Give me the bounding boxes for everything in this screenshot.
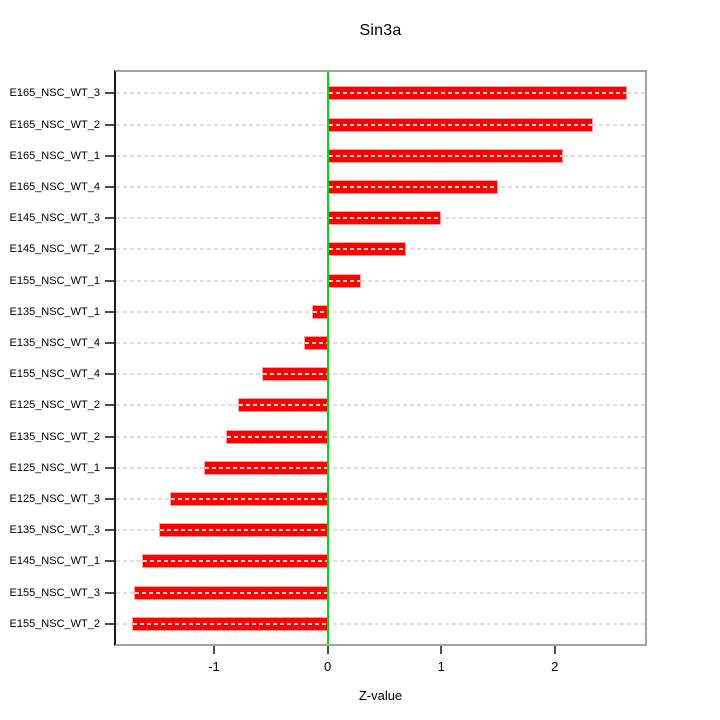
bar: [226, 429, 328, 444]
bar: [327, 148, 563, 163]
bar: [311, 304, 328, 319]
y-tick-label: E165_NSC_WT_2: [9, 118, 101, 131]
gridline: [116, 591, 645, 594]
y-tick: [105, 466, 114, 469]
y-tick: [105, 622, 114, 625]
x-tick: [213, 646, 215, 654]
y-tick: [105, 529, 114, 532]
gridline: [116, 373, 645, 376]
x-tick: [440, 646, 443, 654]
bar: [327, 86, 628, 101]
y-tick: [105, 279, 114, 282]
y-tick: [105, 92, 114, 95]
bar: [327, 211, 442, 226]
y-tick: [105, 217, 114, 220]
gridline: [116, 622, 645, 625]
bar: [169, 491, 328, 506]
y-tick: [105, 560, 114, 563]
y-tick: [105, 123, 114, 126]
gridline: [116, 404, 645, 407]
bar: [203, 460, 328, 475]
y-tick: [105, 591, 114, 594]
x-tick-label: -1: [208, 659, 220, 674]
y-tick-label: E145_NSC_WT_2: [9, 243, 101, 256]
gridline: [116, 529, 645, 532]
gridline: [116, 279, 645, 282]
y-tick-label: E135_NSC_WT_1: [9, 305, 101, 318]
y-tick: [105, 185, 114, 188]
bar: [327, 117, 594, 132]
y-tick: [105, 341, 114, 344]
bar: [159, 523, 328, 538]
y-tick-label: E165_NSC_WT_3: [9, 87, 101, 100]
y-tick-label: E145_NSC_WT_3: [9, 212, 101, 225]
chart-title: Sin3a: [359, 22, 402, 39]
y-tick: [105, 404, 114, 407]
y-tick: [105, 373, 114, 376]
x-tick-label: 2: [551, 659, 559, 674]
bar: [327, 242, 406, 257]
bar: [134, 585, 328, 600]
y-tick: [105, 435, 114, 438]
gridline: [116, 560, 645, 563]
gridline: [116, 310, 645, 313]
y-tick-label: E155_NSC_WT_4: [9, 368, 101, 381]
y-tick-label: E155_NSC_WT_1: [9, 274, 101, 287]
x-tick: [326, 646, 329, 654]
y-tick: [105, 310, 114, 313]
y-tick-label: E165_NSC_WT_4: [9, 180, 101, 193]
zero-line: [326, 72, 329, 644]
bar: [327, 179, 498, 194]
y-tick-label: E165_NSC_WT_1: [9, 149, 101, 162]
x-tick-label: 0: [323, 659, 332, 674]
y-tick-label: E135_NSC_WT_4: [9, 336, 101, 349]
bar: [303, 335, 328, 350]
x-tick: [553, 646, 556, 654]
x-axis-title: Z-value: [358, 688, 403, 703]
y-tick: [105, 497, 114, 500]
plot-box: [114, 70, 647, 646]
bar: [327, 273, 361, 288]
y-tick-label: E125_NSC_WT_2: [9, 399, 101, 412]
y-tick: [105, 248, 114, 251]
y-tick-label: E135_NSC_WT_3: [9, 524, 101, 537]
bar: [237, 398, 328, 413]
y-tick-label: E135_NSC_WT_2: [9, 430, 101, 443]
y-tick: [105, 154, 114, 157]
gridline: [116, 341, 645, 344]
bar: [261, 367, 328, 382]
x-tick-label: 1: [437, 659, 445, 674]
y-tick-label: E145_NSC_WT_1: [9, 555, 101, 568]
gridline: [116, 466, 645, 469]
bar: [142, 554, 328, 569]
y-tick-label: E155_NSC_WT_3: [9, 586, 101, 599]
gridline: [116, 435, 645, 438]
y-tick-label: E125_NSC_WT_3: [9, 492, 101, 505]
y-tick-label: E155_NSC_WT_2: [9, 617, 101, 630]
y-tick-label: E125_NSC_WT_1: [9, 461, 101, 474]
bar: [132, 616, 328, 631]
gridline: [116, 497, 645, 500]
